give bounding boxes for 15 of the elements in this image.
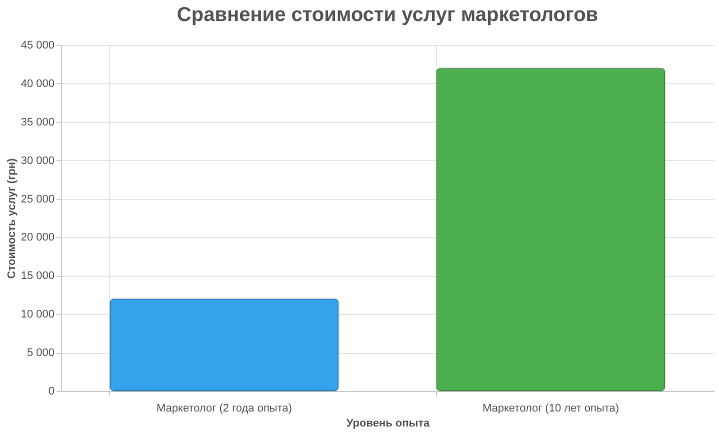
x-tick-label: Маркетолог (2 года опыта) <box>156 402 292 414</box>
y-axis-title: Стоимость услуг (грн) <box>6 158 18 279</box>
y-tick-label: 35 000 <box>20 116 54 128</box>
y-tick-label: 25 000 <box>20 193 54 206</box>
y-tick-label: 0 <box>48 386 54 398</box>
y-tick-label: 20 000 <box>20 232 54 244</box>
y-tick-label: 15 000 <box>20 270 54 282</box>
y-tick-label: 40 000 <box>20 78 54 90</box>
y-tick-label: 45 000 <box>20 40 54 52</box>
x-tick-label: Маркетолог (10 лет опыта) <box>482 402 620 414</box>
y-tick-label: 5 000 <box>26 347 54 360</box>
y-tick-label: 10 000 <box>20 308 54 321</box>
x-axis-title: Уровень опыта <box>346 418 431 430</box>
y-tick-label: 30 000 <box>20 154 54 167</box>
chart-title: Сравнение стоимости услуг маркетологов <box>176 4 598 26</box>
